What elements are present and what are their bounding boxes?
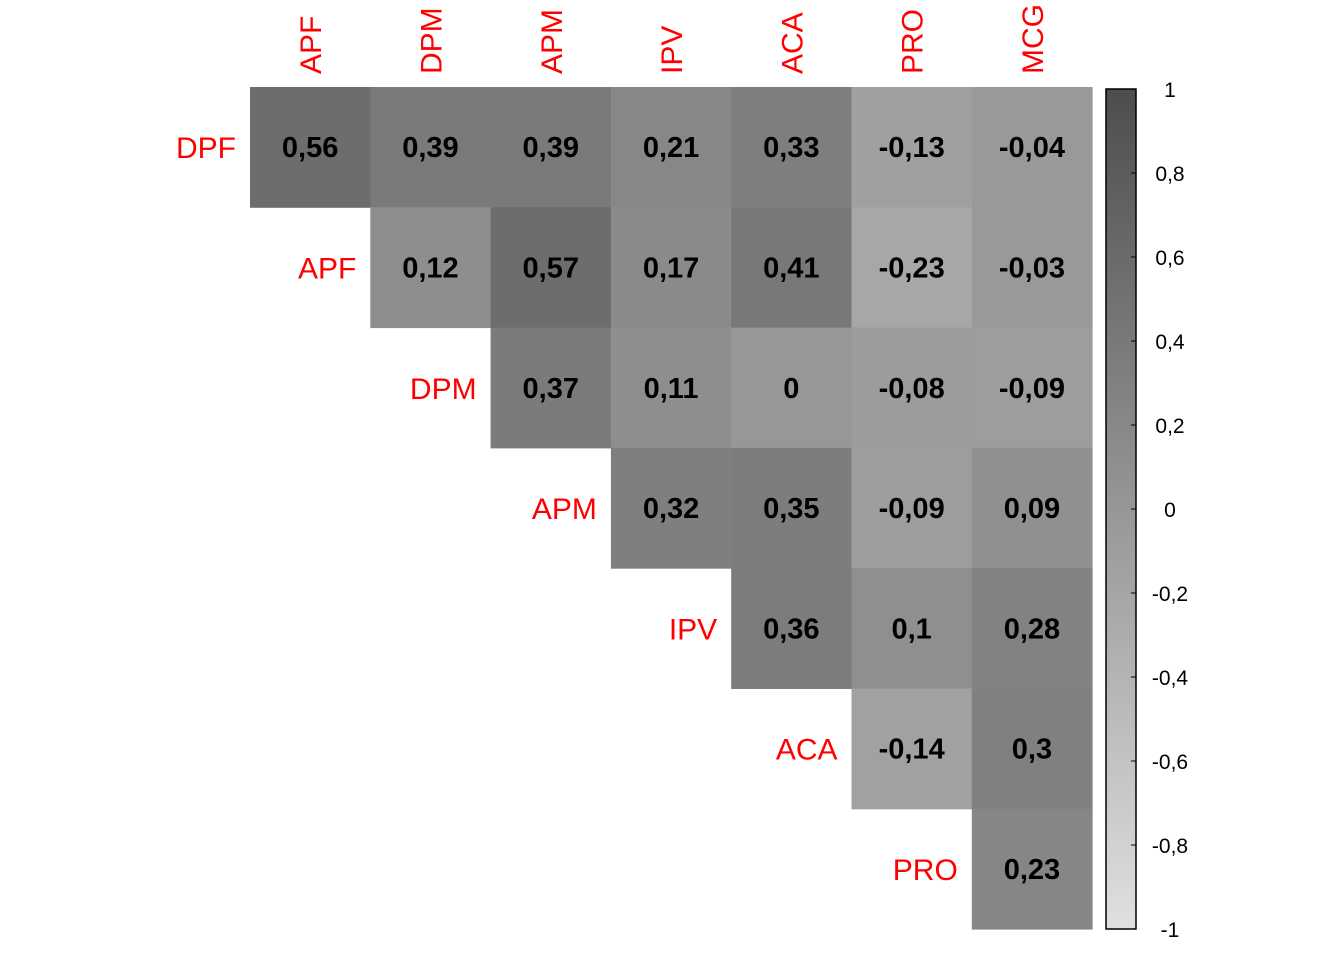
heatmap-cell (851, 447, 973, 569)
cell-value-label: 0,11 (644, 373, 699, 405)
cell-value-label: -0,23 (879, 252, 945, 284)
colorbar-tick-label: 0,6 (1155, 247, 1184, 270)
column-label: IPV (656, 26, 689, 74)
cell-value-label: 0,09 (1004, 493, 1060, 525)
colorbar-tick-label: 1 (1164, 79, 1176, 102)
column-labels: APF DPM APM IPV ACA PRO MCG (295, 4, 1050, 74)
heatmap-cell (971, 327, 1093, 449)
colorbar-tick-label: 0,2 (1155, 415, 1184, 438)
cell-value-label: 0,3 (1012, 734, 1052, 766)
cell-value-label: 0,12 (402, 252, 458, 284)
heatmap-cell (731, 447, 852, 569)
heatmap-cell (851, 688, 973, 810)
heatmap-cell (610, 327, 732, 449)
heatmap-cells (250, 87, 1093, 930)
cell-value-label: 0,28 (1004, 613, 1060, 645)
heatmap-cell (851, 327, 973, 449)
cell-value-label: 0,39 (402, 132, 458, 164)
row-label: APM (532, 493, 597, 526)
column-label: ACA (776, 12, 809, 74)
cell-value-label: -0,09 (879, 493, 945, 525)
heatmap-cell (851, 568, 973, 689)
cell-value-label: 0,37 (523, 373, 579, 405)
row-label: ACA (776, 734, 838, 767)
row-label: DPM (410, 373, 477, 406)
colorbar-tick-label: -0,8 (1152, 835, 1188, 858)
row-label: DPF (176, 132, 236, 165)
heatmap-cell (731, 207, 852, 329)
cell-value-label: -0,04 (999, 132, 1065, 164)
cell-value-label: 0,56 (282, 132, 338, 164)
heatmap-cell (490, 207, 612, 329)
heatmap-cell (490, 87, 612, 208)
colorbar-tick-label: -1 (1161, 919, 1180, 942)
row-label: APF (298, 252, 356, 285)
heatmap-cell (851, 87, 973, 208)
heatmap-cell (610, 447, 732, 569)
column-label: MCG (1017, 4, 1050, 74)
cell-value-label: -0,14 (879, 734, 945, 766)
cell-value-label: -0,08 (879, 373, 945, 405)
cell-value-label: 0,33 (763, 132, 819, 164)
heatmap-cell (971, 447, 1093, 569)
colorbar-tick-label: -0,6 (1152, 751, 1188, 774)
colorbar-tick-label: 0,8 (1155, 163, 1184, 186)
row-label: PRO (893, 854, 958, 887)
heatmap-cell (490, 327, 612, 449)
cell-value-label: 0 (783, 373, 799, 405)
colorbar-tick-label: 0 (1164, 499, 1176, 522)
colorbar-tick-label: 0,4 (1155, 331, 1185, 354)
cell-value-label: -0,09 (999, 373, 1065, 405)
heatmap-cell (610, 207, 732, 329)
cell-value-label: -0,03 (999, 252, 1065, 284)
column-label: DPM (415, 7, 448, 74)
heatmap-cell (851, 207, 973, 329)
heatmap-cell (731, 87, 852, 208)
cell-value-label: 0,35 (763, 493, 819, 525)
cell-value-label: 0,32 (643, 493, 699, 525)
column-label: APM (536, 9, 569, 74)
heatmap-cell (370, 207, 492, 329)
cell-value-label: 0,23 (1004, 854, 1060, 886)
colorbar-tick-label: -0,4 (1152, 667, 1189, 690)
column-label: APF (295, 16, 328, 74)
row-labels: DPF APF DPM APM IPV ACA PRO (176, 132, 958, 887)
cell-value-label: 0,57 (523, 252, 579, 284)
cell-value-label: 0,39 (523, 132, 579, 164)
heatmap-cell (971, 207, 1093, 329)
cell-value-label: 0,1 (891, 613, 931, 645)
heatmap-cell (971, 87, 1093, 208)
heatmap-cell (731, 568, 852, 689)
heatmap-cell (250, 87, 371, 208)
column-label: PRO (897, 9, 930, 74)
row-label: IPV (669, 613, 717, 646)
cell-value-label: 0,17 (643, 252, 699, 284)
heatmap-value-labels: 0,56 0,39 0,39 0,21 0,33 -0,13 -0,04 0,12 0,57 0,… (282, 132, 1065, 886)
heatmap-cell (971, 568, 1093, 689)
cell-value-label: 0,41 (763, 252, 819, 284)
cell-value-label: 0,36 (763, 613, 819, 645)
colorbar-tick-label: -0,2 (1152, 583, 1188, 606)
heatmap-cell (370, 87, 492, 208)
cell-value-label: -0,13 (879, 132, 945, 164)
colorbar: 1 0,8 0,6 0,4 0,2 0 -0,2 -0,4 -0,6 -0,8 -1 (1105, 79, 1189, 942)
cell-value-label: 0,21 (643, 132, 699, 164)
heatmap-cell (971, 688, 1093, 810)
heatmap-cell (971, 808, 1093, 930)
heatmap-cell (610, 87, 732, 208)
heatmap-cell (731, 327, 852, 449)
